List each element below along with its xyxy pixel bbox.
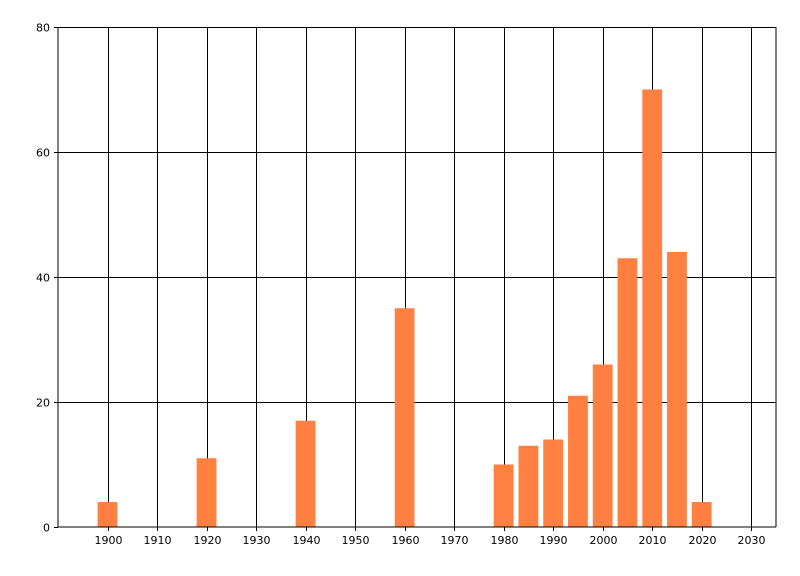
- x-tick-label: 1950: [342, 534, 370, 547]
- x-tick-label: 1900: [95, 534, 123, 547]
- bar-1960: [394, 308, 415, 527]
- x-tick-label: 1980: [491, 534, 519, 547]
- x-tick-label: 1940: [293, 534, 321, 547]
- x-tick-label: 1930: [243, 534, 271, 547]
- x-tick-label: 1970: [441, 534, 469, 547]
- x-tick-label: 1990: [540, 534, 568, 547]
- bar-1940: [295, 420, 316, 527]
- x-tick-label: 2020: [689, 534, 717, 547]
- y-axis-ticks: 0 20 40 60 80: [36, 22, 58, 535]
- bar-2005: [617, 258, 638, 527]
- bars: [97, 89, 712, 527]
- bar-2020: [691, 502, 712, 527]
- bar-1900: [97, 502, 118, 527]
- x-tick-label: 2030: [738, 534, 766, 547]
- x-tick-label: 1960: [392, 534, 420, 547]
- y-tick-label: 60: [36, 147, 50, 160]
- y-tick-label: 20: [36, 397, 50, 410]
- bar-1980: [493, 464, 514, 527]
- y-tick-label: 0: [43, 522, 50, 535]
- bar-2010: [642, 89, 663, 527]
- bar-1995: [568, 395, 588, 527]
- bar-1990: [543, 439, 564, 527]
- x-axis-ticks: 1900 1910 1920 1930 1940 1950 1960 1970 1980 1990…: [95, 527, 766, 547]
- bar-1920: [196, 458, 217, 527]
- y-tick-label: 40: [36, 272, 50, 285]
- bar-2000: [592, 364, 613, 527]
- y-tick-label: 80: [36, 22, 50, 35]
- bar-1985: [518, 445, 539, 527]
- x-tick-label: 2010: [639, 534, 667, 547]
- x-tick-label: 1920: [194, 534, 222, 547]
- bar-2015: [667, 252, 687, 527]
- x-tick-label: 1910: [144, 534, 172, 547]
- x-tick-label: 2000: [590, 534, 618, 547]
